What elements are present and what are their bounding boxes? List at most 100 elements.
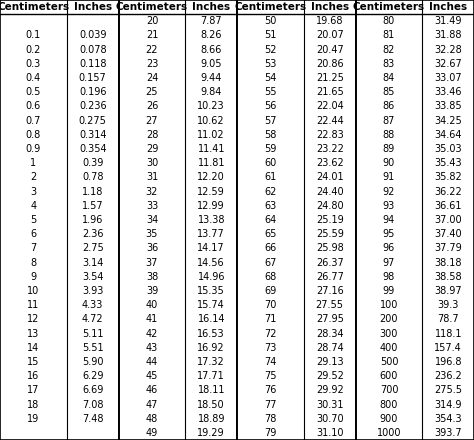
Text: 27.95: 27.95 bbox=[316, 314, 344, 324]
Text: 2: 2 bbox=[30, 172, 36, 183]
Text: 0.39: 0.39 bbox=[82, 158, 103, 168]
Text: 90: 90 bbox=[383, 158, 395, 168]
Text: 9.84: 9.84 bbox=[201, 87, 222, 97]
Text: 393.7: 393.7 bbox=[434, 428, 462, 438]
Text: 68: 68 bbox=[264, 272, 277, 282]
Text: 236.2: 236.2 bbox=[434, 371, 462, 381]
Text: 33.07: 33.07 bbox=[434, 73, 462, 83]
Text: 18.11: 18.11 bbox=[198, 385, 225, 395]
Text: 20.07: 20.07 bbox=[316, 30, 344, 40]
Text: 20.47: 20.47 bbox=[316, 45, 344, 55]
Text: 21.65: 21.65 bbox=[316, 87, 344, 97]
Text: 29.52: 29.52 bbox=[316, 371, 344, 381]
Text: 93: 93 bbox=[383, 201, 395, 211]
Text: 37.00: 37.00 bbox=[434, 215, 462, 225]
Text: 28.34: 28.34 bbox=[316, 329, 344, 338]
Text: 36.61: 36.61 bbox=[435, 201, 462, 211]
Text: 7.87: 7.87 bbox=[201, 16, 222, 26]
Text: 200: 200 bbox=[380, 314, 398, 324]
Text: 700: 700 bbox=[380, 385, 398, 395]
Text: 39.3: 39.3 bbox=[438, 300, 459, 310]
Text: 95: 95 bbox=[383, 229, 395, 239]
Text: 3.54: 3.54 bbox=[82, 272, 103, 282]
Text: Centimeters: Centimeters bbox=[0, 2, 70, 12]
Text: 72: 72 bbox=[264, 329, 277, 338]
Text: 32.28: 32.28 bbox=[434, 45, 462, 55]
Text: 38.97: 38.97 bbox=[434, 286, 462, 296]
Text: 33.46: 33.46 bbox=[435, 87, 462, 97]
Text: 7.08: 7.08 bbox=[82, 400, 103, 410]
Text: 34.64: 34.64 bbox=[435, 130, 462, 140]
Text: 0.196: 0.196 bbox=[79, 87, 107, 97]
Text: 22.44: 22.44 bbox=[316, 116, 344, 126]
Text: 54: 54 bbox=[264, 73, 277, 83]
Text: 47: 47 bbox=[146, 400, 158, 410]
Text: 31: 31 bbox=[146, 172, 158, 183]
Text: 34.25: 34.25 bbox=[434, 116, 462, 126]
Text: 79: 79 bbox=[264, 428, 277, 438]
Text: 60: 60 bbox=[264, 158, 277, 168]
Text: 8: 8 bbox=[30, 257, 36, 268]
Text: 22.83: 22.83 bbox=[316, 130, 344, 140]
Text: 99: 99 bbox=[383, 286, 395, 296]
Text: 49: 49 bbox=[146, 428, 158, 438]
Text: 0.5: 0.5 bbox=[26, 87, 41, 97]
Text: Inches: Inches bbox=[192, 2, 230, 12]
Text: 39: 39 bbox=[146, 286, 158, 296]
Text: 500: 500 bbox=[380, 357, 398, 367]
Text: 0.6: 0.6 bbox=[26, 102, 41, 111]
Text: 1.57: 1.57 bbox=[82, 201, 103, 211]
Text: 40: 40 bbox=[146, 300, 158, 310]
Text: 35: 35 bbox=[146, 229, 158, 239]
Text: 12: 12 bbox=[27, 314, 40, 324]
Text: 13.77: 13.77 bbox=[197, 229, 225, 239]
Text: 34: 34 bbox=[146, 215, 158, 225]
Text: 43: 43 bbox=[146, 343, 158, 353]
Text: 9.44: 9.44 bbox=[201, 73, 222, 83]
Text: 81: 81 bbox=[383, 30, 395, 40]
Text: 16: 16 bbox=[27, 371, 40, 381]
Text: 22.04: 22.04 bbox=[316, 102, 344, 111]
Text: 400: 400 bbox=[380, 343, 398, 353]
Text: 36: 36 bbox=[146, 243, 158, 253]
Text: 88: 88 bbox=[383, 130, 395, 140]
Text: Inches: Inches bbox=[429, 2, 467, 12]
Text: 28: 28 bbox=[146, 130, 158, 140]
Text: 118.1: 118.1 bbox=[435, 329, 462, 338]
Text: 26: 26 bbox=[146, 102, 158, 111]
Text: Centimeters: Centimeters bbox=[116, 2, 188, 12]
Text: 26.37: 26.37 bbox=[316, 257, 344, 268]
Text: 6: 6 bbox=[30, 229, 36, 239]
Text: 19.29: 19.29 bbox=[197, 428, 225, 438]
Text: 67: 67 bbox=[264, 257, 277, 268]
Text: 0.8: 0.8 bbox=[26, 130, 41, 140]
Text: 76: 76 bbox=[264, 385, 277, 395]
Text: 12.59: 12.59 bbox=[197, 187, 225, 197]
Text: 57: 57 bbox=[264, 116, 277, 126]
Text: 100: 100 bbox=[380, 300, 398, 310]
Text: 9: 9 bbox=[30, 272, 36, 282]
Text: 25.98: 25.98 bbox=[316, 243, 344, 253]
Text: 52: 52 bbox=[264, 45, 277, 55]
Text: 354.3: 354.3 bbox=[434, 414, 462, 424]
Text: 0.236: 0.236 bbox=[79, 102, 107, 111]
Text: 62: 62 bbox=[264, 187, 277, 197]
Text: 29.13: 29.13 bbox=[316, 357, 344, 367]
Text: 15.35: 15.35 bbox=[197, 286, 225, 296]
Text: 13.38: 13.38 bbox=[198, 215, 225, 225]
Text: 32.67: 32.67 bbox=[434, 59, 462, 69]
Text: 6.29: 6.29 bbox=[82, 371, 103, 381]
Text: 25: 25 bbox=[146, 87, 158, 97]
Text: Inches: Inches bbox=[310, 2, 349, 12]
Text: 314.9: 314.9 bbox=[435, 400, 462, 410]
Text: 16.53: 16.53 bbox=[197, 329, 225, 338]
Bar bbox=[356, 0, 474, 440]
Text: 11.41: 11.41 bbox=[198, 144, 225, 154]
Text: 38.58: 38.58 bbox=[434, 272, 462, 282]
Text: 44: 44 bbox=[146, 357, 158, 367]
Text: 900: 900 bbox=[380, 414, 398, 424]
Text: 14.56: 14.56 bbox=[197, 257, 225, 268]
Text: 19: 19 bbox=[27, 414, 40, 424]
Text: 0.1: 0.1 bbox=[26, 30, 41, 40]
Text: 1.18: 1.18 bbox=[82, 187, 103, 197]
